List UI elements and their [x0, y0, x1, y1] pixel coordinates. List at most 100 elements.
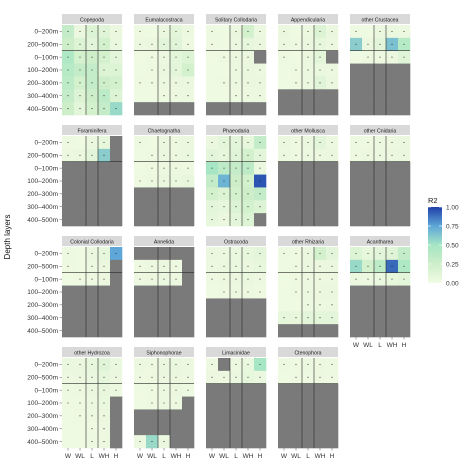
significance-dot — [187, 363, 189, 365]
facet-strip — [206, 14, 266, 24]
facet-panel: Ctenophora — [278, 347, 339, 449]
significance-dot — [223, 265, 225, 267]
significance-dot — [259, 69, 261, 71]
significance-dot — [391, 252, 393, 254]
significance-dot — [211, 206, 213, 208]
significance-dot — [259, 252, 261, 254]
significance-dot — [223, 291, 225, 293]
heatmap-cell — [326, 409, 339, 423]
significance-dot — [331, 278, 333, 280]
heatmap-cell — [218, 298, 231, 312]
significance-dot — [259, 376, 261, 378]
significance-dot — [235, 193, 237, 195]
heatmap-cell — [206, 102, 219, 116]
significance-dot — [295, 317, 297, 319]
significance-dot — [163, 167, 165, 169]
heatmap-cell — [398, 76, 411, 90]
y-tick-label: 200–500m — [27, 152, 58, 159]
heatmap-cell — [302, 213, 315, 227]
heatmap-cell — [386, 89, 399, 103]
heatmap-cell — [398, 213, 411, 227]
heatmap-cell — [374, 161, 387, 175]
significance-dot — [115, 56, 117, 58]
y-tick-label: 200–500m — [27, 263, 58, 270]
significance-dot — [391, 154, 393, 156]
significance-dot — [103, 252, 105, 254]
significance-dot — [235, 141, 237, 143]
significance-dot — [163, 82, 165, 84]
heatmap-cell — [374, 76, 387, 90]
significance-dot — [67, 154, 69, 156]
significance-dot — [91, 278, 93, 280]
significance-dot — [67, 376, 69, 378]
heatmap-cell — [62, 311, 75, 325]
significance-dot — [91, 141, 93, 143]
heatmap-cell — [314, 324, 327, 338]
significance-dot — [223, 56, 225, 58]
significance-dot — [67, 30, 69, 32]
heatmap-cell — [182, 396, 195, 410]
heatmap-cell — [146, 187, 159, 201]
heatmap-cell — [110, 298, 123, 312]
heatmap-cell — [398, 200, 411, 214]
heatmap-cell — [302, 102, 315, 116]
facet-strip-label: Siphonophorae — [146, 350, 181, 356]
significance-dot — [91, 43, 93, 45]
significance-dot — [91, 69, 93, 71]
heatmap-cell — [74, 187, 87, 201]
significance-dot — [247, 154, 249, 156]
significance-dot — [175, 278, 177, 280]
heatmap-cell — [134, 50, 147, 64]
significance-dot — [103, 428, 105, 430]
facet-strip-label: Solitary Collodaria — [215, 17, 257, 23]
heatmap-cell — [254, 102, 267, 116]
facet-strip — [206, 125, 266, 135]
significance-dot — [307, 69, 309, 71]
heatmap-cell — [218, 311, 231, 325]
significance-dot — [103, 69, 105, 71]
heatmap-cell — [374, 187, 387, 201]
significance-dot — [379, 43, 381, 45]
x-tick-label: H — [114, 453, 119, 460]
heatmap-cell — [158, 247, 171, 261]
heatmap-cell — [326, 324, 339, 338]
significance-dot — [151, 376, 153, 378]
heatmap-cell — [362, 298, 375, 312]
facet-strip-label: Phaeodaria — [223, 128, 250, 134]
heatmap-cell — [74, 298, 87, 312]
x-tick-label: H — [186, 453, 191, 460]
facet-strip — [62, 14, 122, 24]
significance-dot — [367, 141, 369, 143]
heatmap-cell — [62, 200, 75, 214]
heatmap-cell — [278, 89, 291, 103]
heatmap-cell — [362, 213, 375, 227]
significance-dot — [211, 43, 213, 45]
significance-dot — [163, 95, 165, 97]
heatmap-cell — [134, 422, 147, 436]
heatmap-cell — [74, 259, 87, 274]
heatmap-cell — [98, 161, 111, 175]
heatmap-cell — [218, 324, 231, 338]
heatmap-cell — [290, 213, 303, 227]
y-tick-label: 0–200m — [35, 362, 59, 369]
significance-dot — [163, 265, 165, 267]
significance-dot — [175, 30, 177, 32]
heatmap-cell — [290, 187, 303, 201]
facet-panel: other Mollusca — [278, 125, 339, 227]
facet-strip-label: other Rhizaria — [292, 239, 324, 245]
significance-dot — [235, 363, 237, 365]
significance-dot — [307, 265, 309, 267]
heatmap-cell — [254, 396, 267, 410]
significance-dot — [283, 141, 285, 143]
heatmap-cell — [170, 409, 183, 423]
significance-dot — [187, 30, 189, 32]
heatmap-cell — [206, 89, 219, 103]
significance-dot — [67, 69, 69, 71]
significance-dot — [319, 304, 321, 306]
heatmap-cell — [326, 383, 339, 397]
facet-panel: other Hydrozoa — [62, 347, 123, 449]
significance-dot — [163, 402, 165, 404]
significance-dot — [211, 167, 213, 169]
heatmap-cell — [326, 187, 339, 201]
heatmap-cell — [110, 311, 123, 325]
